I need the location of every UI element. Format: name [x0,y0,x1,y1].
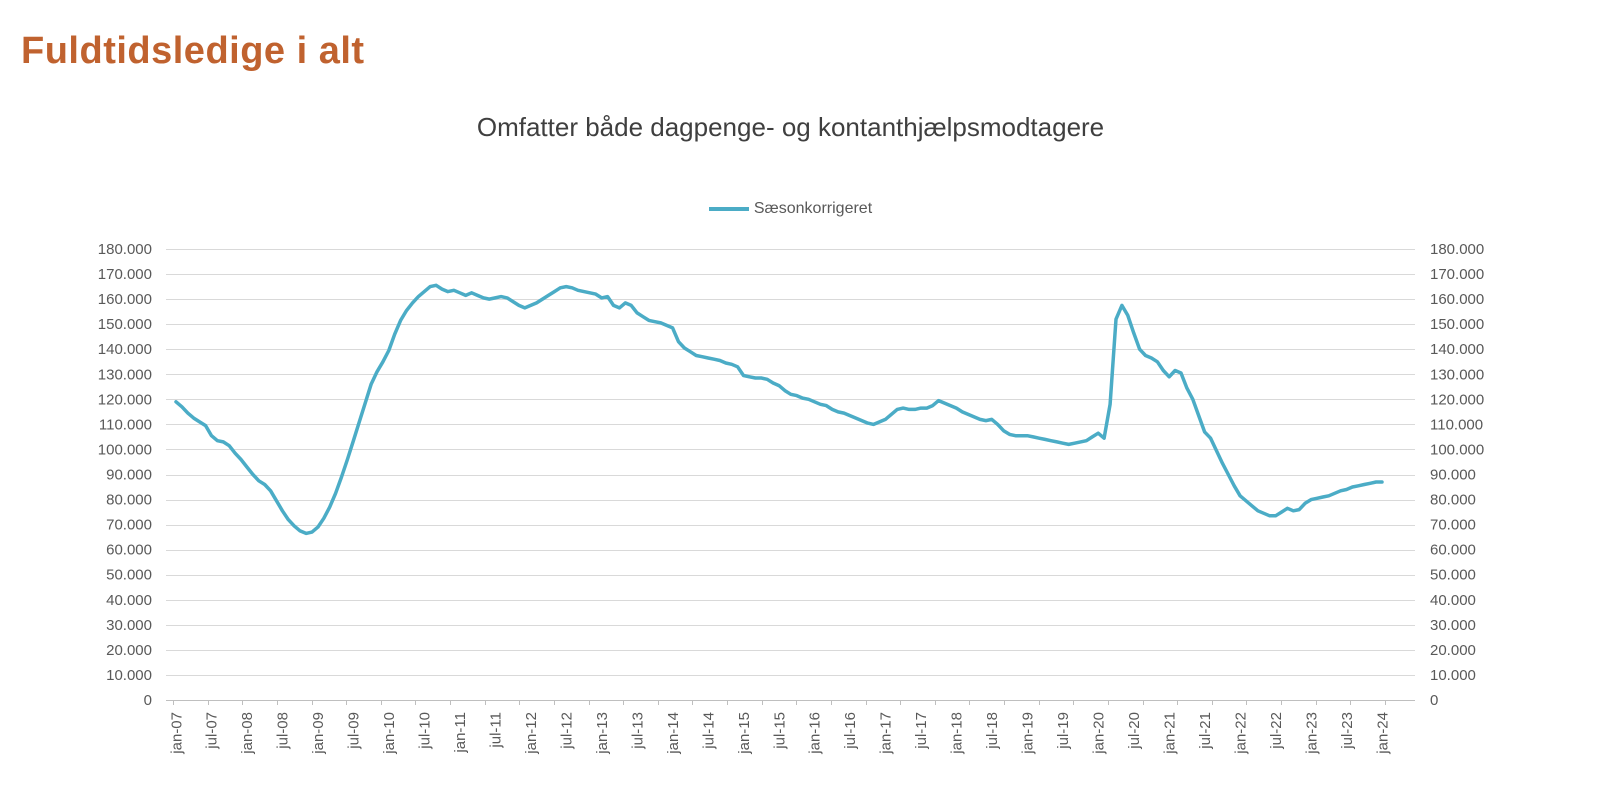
x-axis-label: jan-21 [1161,712,1178,755]
y-axis-label-left: 180.000 [98,241,152,258]
y-axis-label-right: 0 [1430,692,1438,709]
legend-line-marker [708,207,749,211]
y-axis-label-left: 0 [144,692,152,709]
x-axis-label: jul-19 [1055,712,1072,750]
x-axis-label: jul-23 [1339,712,1356,750]
y-axis-label-right: 50.000 [1430,567,1476,584]
x-axis-label: jul-09 [346,712,363,750]
chart-title: Omfatter både dagpenge- og kontanthjælps… [476,112,1105,142]
y-axis-label-right: 120.000 [1430,391,1484,408]
y-axis-label-right: 140.000 [1430,341,1484,358]
y-axis-label-right: 10.000 [1430,667,1476,684]
x-axis-label: jul-14 [700,712,717,750]
y-axis-label-right: 150.000 [1430,316,1484,333]
x-axis-label: jul-18 [984,712,1001,750]
y-axis-label-left: 90.000 [106,467,152,484]
x-axis-label: jul-12 [558,712,575,750]
x-axis-label: jan-20 [1090,712,1107,755]
x-axis-label: jan-19 [1020,712,1037,755]
y-axis-label-right: 70.000 [1430,517,1476,534]
x-axis-label: jan-11 [452,712,469,754]
legend-series-label: Sæsonkorrigeret [753,200,873,217]
x-axis-label: jul-17 [913,712,930,750]
x-axis-label: jan-17 [878,712,895,755]
y-axis-label-left: 160.000 [98,291,152,308]
y-axis-label-left: 110.000 [99,416,152,433]
y-axis-label-left: 130.000 [98,366,152,383]
y-axis-label-right: 180.000 [1430,241,1484,258]
y-axis-label-left: 100.000 [98,441,152,458]
y-axis-label-left: 70.000 [106,517,152,534]
x-axis-label: jan-22 [1232,712,1249,755]
y-axis-label-left: 30.000 [106,617,152,634]
y-axis-label-left: 50.000 [106,567,152,584]
y-axis-label-right: 100.000 [1430,441,1484,458]
x-axis-label: jul-08 [275,712,292,750]
y-axis-label-right: 30.000 [1430,617,1476,634]
y-axis-label-left: 120.000 [98,391,152,408]
x-axis-label: jul-16 [842,712,859,750]
y-axis-label-right: 80.000 [1430,492,1476,509]
y-axis-label-left: 10.000 [106,667,152,684]
x-axis-label: jan-18 [949,712,966,755]
series-line-seasonally-adjusted [174,283,1384,536]
x-axis-label: jul-07 [204,712,221,750]
y-axis-label-left: 140.000 [98,341,152,358]
y-axis-label-right: 40.000 [1430,592,1476,609]
y-axis-label-right: 20.000 [1430,642,1476,659]
x-axis-label: jul-15 [771,712,788,750]
x-axis-label: jul-21 [1197,712,1214,750]
x-axis-label: jul-20 [1126,712,1143,750]
x-axis-label: jan-14 [665,712,682,755]
x-axis-label: jan-09 [310,712,327,755]
chart-legend: Sæsonkorrigeret [166,200,1415,218]
x-axis-label: jan-15 [736,712,753,755]
y-axis-label-right: 160.000 [1430,291,1484,308]
x-axis-label: jan-23 [1303,712,1320,755]
x-axis-label: jul-11 [487,712,504,749]
x-axis-label: jan-13 [594,712,611,755]
y-axis-label-left: 80.000 [106,492,152,509]
x-axis-label: jan-08 [239,712,256,755]
y-axis-label-left: 40.000 [106,592,152,609]
y-axis-label-left: 150.000 [98,316,152,333]
y-axis-label-right: 110.000 [1430,416,1483,433]
y-axis-label-left: 60.000 [106,542,152,559]
x-axis-label: jan-24 [1374,712,1391,755]
y-axis-label-left: 170.000 [98,266,152,283]
x-axis-label: jan-10 [381,712,398,755]
y-axis-label-right: 60.000 [1430,542,1476,559]
x-axis-label: jan-16 [807,712,824,755]
x-axis-label: jan-07 [168,712,185,755]
x-axis-label: jul-13 [629,712,646,750]
y-axis-label-right: 130.000 [1430,366,1484,383]
x-axis-label: jan-12 [523,712,540,755]
x-axis-label: jul-22 [1268,712,1285,750]
y-axis-label-right: 170.000 [1430,266,1484,283]
x-axis-label: jul-10 [417,712,434,750]
y-axis-label-right: 90.000 [1430,467,1476,484]
y-axis-label-left: 20.000 [106,642,152,659]
page-title: Fuldtidsledige i alt [21,30,365,72]
